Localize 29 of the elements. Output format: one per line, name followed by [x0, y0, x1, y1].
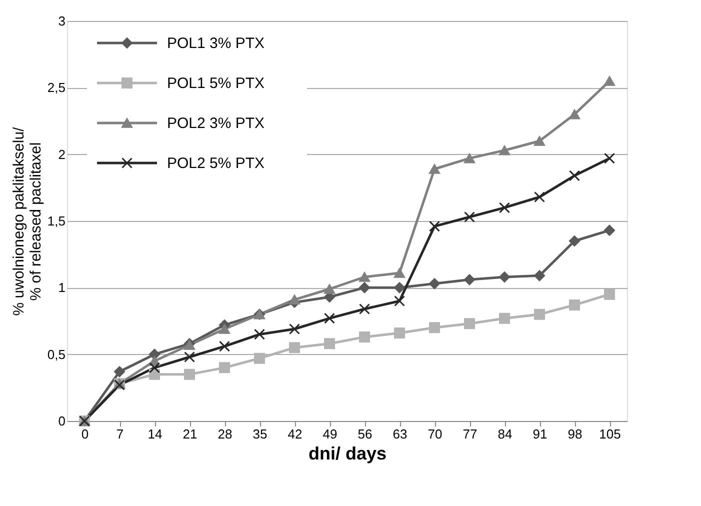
x-tick-label: 91: [532, 426, 548, 442]
y-tick-label: 2: [58, 146, 66, 162]
x-tick-label: 84: [498, 426, 512, 442]
legend-label: POL2 3% PTX: [167, 115, 265, 132]
y-tick-label: 2,5: [47, 80, 66, 96]
y-tick-label: 0,5: [47, 346, 66, 362]
x-tick-label: 105: [599, 426, 621, 442]
x-tick-label: 63: [392, 426, 408, 442]
x-tick-label: 7: [116, 426, 124, 442]
x-tick-label: 28: [218, 426, 232, 442]
x-tick-label: 35: [252, 426, 268, 442]
y-tick-label: 1: [58, 280, 66, 296]
y-tick-label: 0: [58, 414, 66, 428]
x-tick-label: 77: [462, 426, 478, 442]
legend-label: POL2 5% PTX: [167, 155, 265, 172]
y-tick-label: 1,5: [47, 214, 66, 228]
x-tick-label: 0: [81, 426, 89, 442]
y-tick-label: 3: [58, 14, 66, 28]
x-tick-label: 14: [148, 426, 162, 442]
legend-label: POL1 3% PTX: [167, 35, 265, 52]
x-tick-label: 42: [288, 426, 302, 442]
x-tick-label: 98: [568, 426, 582, 442]
x-tick-label: 56: [358, 426, 372, 442]
x-axis-title: dni/ days: [308, 444, 387, 464]
legend-label: POL1 5% PTX: [167, 75, 265, 92]
x-tick-label: 70: [428, 426, 442, 442]
x-tick-label: 49: [322, 426, 338, 442]
y-axis-title: % uwolnionego paklitakselu/ % of released paclitaxel: [10, 126, 44, 316]
x-tick-label: 21: [182, 426, 198, 442]
